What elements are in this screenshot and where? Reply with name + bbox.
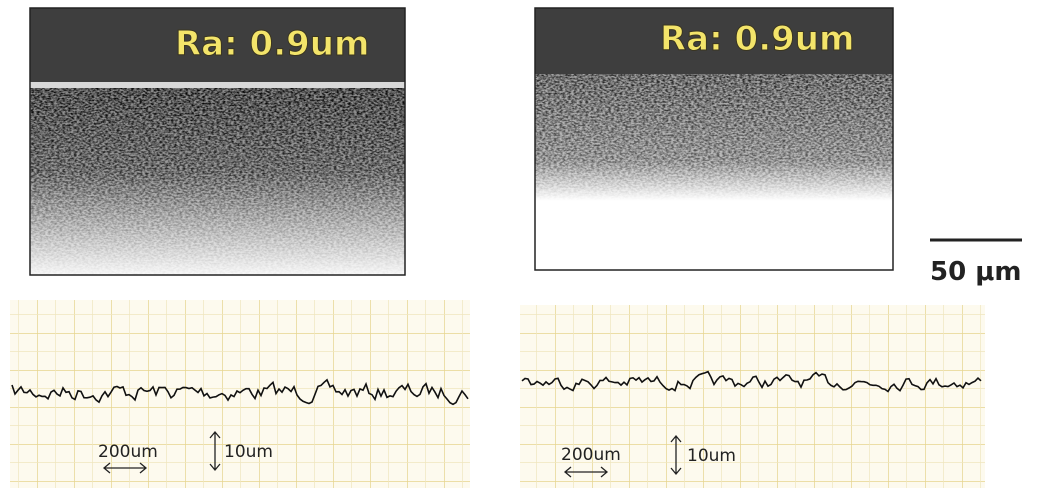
vertical-scale-label: 10um	[224, 442, 273, 462]
image-edge	[30, 82, 405, 88]
horizontal-scale-arrow	[102, 462, 148, 474]
micrograph-right: Ra: 0.9um	[534, 7, 894, 271]
horizontal-scale-arrow	[563, 466, 609, 478]
trace-grid-left	[10, 300, 470, 488]
image-frame	[29, 7, 406, 276]
ra-label: Ra: 0.9um	[660, 19, 854, 59]
profile-trace	[11, 378, 469, 406]
micrograph-left: Ra: 0.9um	[29, 7, 406, 276]
image-top	[30, 8, 405, 84]
horizontal-scale-label: 200um	[98, 442, 158, 462]
trace-grid-right	[520, 305, 985, 488]
vertical-scale-label: 10um	[687, 446, 736, 466]
image-frame	[534, 7, 894, 271]
ra-label: Ra: 0.9um	[175, 24, 369, 64]
image-top	[535, 8, 893, 74]
vertical-scale-arrow	[209, 430, 221, 472]
vertical-scale-arrow	[670, 434, 682, 476]
scale-bar-label: 50 μm	[930, 257, 1021, 287]
image-fade	[30, 88, 405, 275]
image-fade	[535, 72, 893, 270]
horizontal-scale-label: 200um	[561, 445, 621, 465]
profile-trace	[521, 370, 982, 393]
